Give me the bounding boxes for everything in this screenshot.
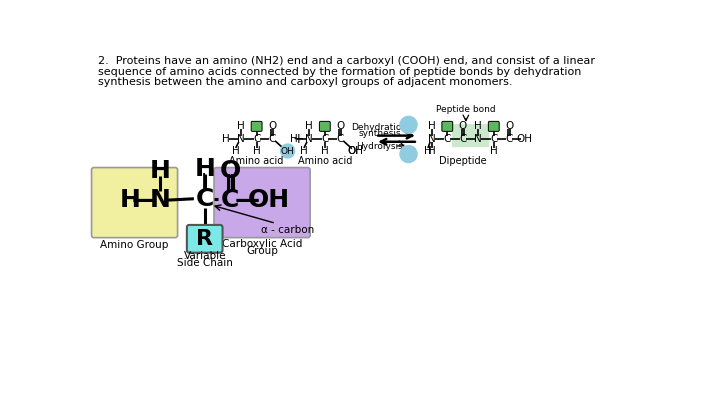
Text: O: O <box>410 119 416 128</box>
Text: C: C <box>459 134 467 144</box>
Text: OH: OH <box>517 134 533 144</box>
Text: Carboxylic Acid: Carboxylic Acid <box>222 239 302 249</box>
FancyBboxPatch shape <box>251 122 262 131</box>
Text: H: H <box>321 146 329 156</box>
Text: +: + <box>292 132 305 146</box>
Text: synthesis: synthesis <box>358 129 401 138</box>
FancyBboxPatch shape <box>214 168 310 238</box>
Text: OH: OH <box>348 146 364 156</box>
Text: N: N <box>238 134 245 144</box>
Text: H: H <box>305 122 313 131</box>
Text: |: | <box>201 173 207 191</box>
Text: H: H <box>290 134 297 144</box>
Text: C: C <box>444 134 451 144</box>
Text: —: — <box>132 188 157 212</box>
Text: Dehydration: Dehydration <box>351 124 408 132</box>
Text: N: N <box>149 188 170 212</box>
Text: C: C <box>337 134 344 144</box>
Text: H: H <box>222 134 230 144</box>
Text: sequence of amino acids connected by the formation of peptide bonds by dehydrati: sequence of amino acids connected by the… <box>98 67 581 77</box>
Text: Amino Group: Amino Group <box>100 240 168 249</box>
FancyBboxPatch shape <box>91 168 178 238</box>
FancyBboxPatch shape <box>488 122 499 131</box>
Text: 2.  Proteins have an amino (NH2) end and a carboxyl (COOH) end, and consist of a: 2. Proteins have an amino (NH2) end and … <box>98 56 595 66</box>
FancyBboxPatch shape <box>442 122 453 131</box>
Text: OH: OH <box>281 147 294 156</box>
Text: N: N <box>428 134 436 144</box>
Text: R: R <box>196 229 213 249</box>
Text: H: H <box>232 146 240 156</box>
Text: OH: OH <box>248 188 290 212</box>
Text: ‖: ‖ <box>225 174 233 192</box>
Text: R: R <box>253 122 260 131</box>
Text: C: C <box>196 187 214 211</box>
Text: C: C <box>269 134 276 144</box>
Text: H: H <box>490 146 498 156</box>
FancyBboxPatch shape <box>452 124 489 147</box>
Text: —: — <box>235 188 260 212</box>
Circle shape <box>400 116 417 133</box>
Text: N: N <box>305 134 313 144</box>
FancyBboxPatch shape <box>187 225 222 253</box>
Circle shape <box>281 144 294 158</box>
Text: C: C <box>505 134 513 144</box>
Text: C: C <box>253 134 261 144</box>
Text: H: H <box>149 159 170 183</box>
Text: H: H <box>474 122 482 131</box>
Text: H: H <box>404 119 410 128</box>
Text: H: H <box>424 146 432 156</box>
Text: O: O <box>336 122 344 131</box>
Text: R: R <box>321 122 328 131</box>
Text: 2: 2 <box>409 122 413 127</box>
Text: Side Chain: Side Chain <box>177 258 233 268</box>
FancyBboxPatch shape <box>320 122 330 131</box>
Text: O: O <box>220 159 241 183</box>
Text: H: H <box>120 188 140 212</box>
Text: R: R <box>444 122 451 131</box>
Text: C: C <box>490 134 498 144</box>
Text: Dipeptide: Dipeptide <box>439 156 487 166</box>
Text: Variable: Variable <box>184 251 226 261</box>
Text: R: R <box>490 122 498 131</box>
Text: C: C <box>221 188 240 212</box>
Text: Hydrolysis: Hydrolysis <box>356 142 402 151</box>
Text: O: O <box>505 122 513 131</box>
Text: H: H <box>238 122 245 131</box>
Text: O: O <box>410 148 416 157</box>
Text: H: H <box>253 146 261 156</box>
Text: H: H <box>300 146 307 156</box>
Text: Peptide bond: Peptide bond <box>436 105 495 114</box>
Text: N: N <box>474 134 482 144</box>
Text: H: H <box>428 146 436 156</box>
Text: α - carbon: α - carbon <box>261 224 314 234</box>
Text: Amino acid: Amino acid <box>297 156 352 166</box>
Text: synthesis between the amino and carboxyl groups of adjacent monomers.: synthesis between the amino and carboxyl… <box>98 77 512 87</box>
Circle shape <box>400 146 417 162</box>
Text: 2: 2 <box>409 151 413 157</box>
Text: O: O <box>459 122 467 131</box>
Text: O: O <box>268 122 276 131</box>
Text: C: C <box>321 134 328 144</box>
Text: Amino acid: Amino acid <box>230 156 284 166</box>
Text: H: H <box>404 148 410 157</box>
Text: Group: Group <box>246 246 278 256</box>
Text: H: H <box>194 158 215 181</box>
Text: H: H <box>428 122 436 131</box>
Text: OH: OH <box>348 146 364 156</box>
